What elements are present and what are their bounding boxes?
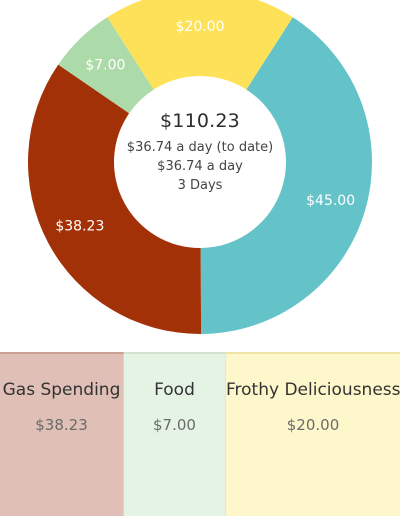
chart-summary: $110.23 $36.74 a day (to date) $36.74 a … (120, 110, 280, 195)
category-amount: $20.00 (286, 416, 340, 434)
donut-chart[interactable]: $20.00 $45.00 $38.23 $7.00 (0, 0, 400, 352)
slice-value-label: $20.00 (176, 19, 225, 35)
slice-value-label: $7.00 (85, 57, 125, 73)
category-gas-spending[interactable]: Gas Spending $38.23 (0, 352, 124, 516)
category-name: Gas Spending (2, 380, 121, 400)
daily-average: $36.74 a day (157, 159, 243, 174)
category-name: Frothy Deliciousness (226, 380, 400, 400)
category-amount: $7.00 (153, 416, 196, 434)
daily-average-to-date: $36.74 a day (to date) (126, 140, 274, 155)
donut-slice[interactable] (58, 17, 154, 114)
category-amount: $38.23 (35, 416, 88, 434)
category-food[interactable]: Food $7.00 (124, 352, 226, 516)
donut-slice[interactable] (28, 64, 202, 334)
day-count: 3 Days (177, 178, 223, 193)
donut-chart-area: $20.00 $45.00 $38.23 $7.00 $110.23 $36.74 a… (0, 0, 400, 352)
donut-slice[interactable] (200, 17, 372, 334)
category-panel: Gas Spending $38.23 Food $7.00 Frothy De… (0, 352, 400, 516)
category-frothy-deliciousness[interactable]: Frothy Deliciousness $20.00 (226, 352, 400, 516)
category-name: Food (154, 380, 195, 400)
donut-slice[interactable] (107, 0, 293, 90)
total-amount: $110.23 (160, 110, 240, 132)
slice-value-label: $38.23 (55, 219, 104, 235)
slice-value-label: $45.00 (306, 193, 355, 209)
